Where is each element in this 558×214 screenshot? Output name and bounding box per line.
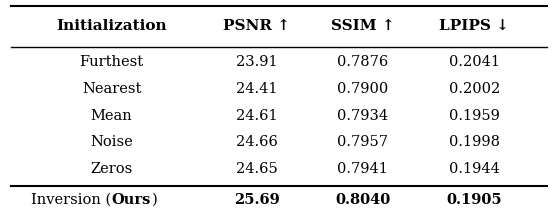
Text: 0.1944: 0.1944 — [449, 162, 500, 176]
Text: 24.41: 24.41 — [236, 82, 277, 96]
Text: 0.2002: 0.2002 — [449, 82, 500, 96]
Text: 0.7957: 0.7957 — [337, 135, 388, 149]
Text: 0.1998: 0.1998 — [449, 135, 500, 149]
Text: 0.7876: 0.7876 — [337, 55, 388, 70]
Text: 24.61: 24.61 — [236, 108, 277, 123]
Text: SSIM ↑: SSIM ↑ — [331, 19, 395, 33]
Text: PSNR ↑: PSNR ↑ — [223, 19, 290, 33]
Text: 0.8040: 0.8040 — [335, 193, 391, 207]
Text: Noise: Noise — [90, 135, 133, 149]
Text: Zeros: Zeros — [90, 162, 133, 176]
Text: 23.91: 23.91 — [236, 55, 277, 70]
Text: 25.69: 25.69 — [234, 193, 280, 207]
Text: 0.7934: 0.7934 — [337, 108, 388, 123]
Text: Initialization: Initialization — [56, 19, 167, 33]
Text: Ours: Ours — [112, 193, 151, 207]
Text: LPIPS ↓: LPIPS ↓ — [439, 19, 509, 33]
Text: Mean: Mean — [91, 108, 132, 123]
Text: Furthest: Furthest — [80, 55, 143, 70]
Text: 0.1959: 0.1959 — [449, 108, 500, 123]
Text: 24.66: 24.66 — [235, 135, 278, 149]
Text: Inversion (: Inversion ( — [31, 193, 112, 207]
Text: 0.7941: 0.7941 — [337, 162, 388, 176]
Text: 0.2041: 0.2041 — [449, 55, 500, 70]
Text: 24.65: 24.65 — [236, 162, 277, 176]
Text: ): ) — [152, 193, 157, 207]
Text: Nearest: Nearest — [82, 82, 141, 96]
Text: 0.7900: 0.7900 — [337, 82, 388, 96]
Text: 0.1905: 0.1905 — [446, 193, 502, 207]
